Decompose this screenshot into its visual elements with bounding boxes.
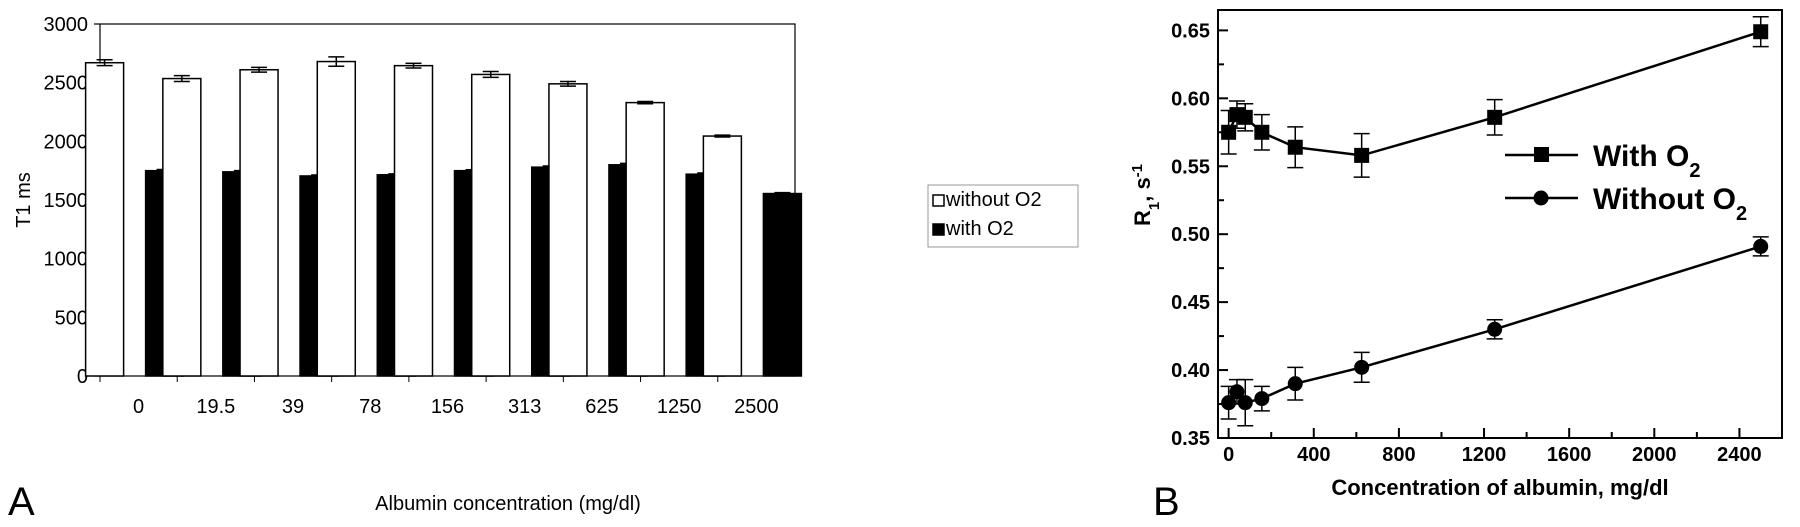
data-point-circle (1753, 238, 1769, 254)
x-tick-label: 1600 (1547, 444, 1592, 466)
panel-a-legend-box (927, 184, 1079, 248)
y-tick-label: 0.35 (1171, 428, 1210, 450)
data-point-circle (1354, 359, 1370, 375)
y-tick-label: 3000 (44, 14, 89, 36)
x-tick-label: 2500 (734, 396, 779, 418)
bar-with-o2 (762, 192, 803, 377)
legend-label-without-o2-b: Without O2 (1593, 183, 1747, 225)
bar-without-o2 (470, 73, 511, 377)
data-point-circle (1221, 395, 1237, 411)
data-point-square (1254, 124, 1270, 140)
y-tick-label: 0.45 (1171, 292, 1210, 314)
panel-b-legend: With O2 Without O2 (1505, 140, 1747, 225)
bar-without-o2 (548, 83, 588, 377)
panel-a-y-axis-label: T1 ms (13, 172, 35, 228)
y-tick-label: 500 (55, 307, 88, 329)
x-tick-label: 313 (508, 396, 541, 418)
legend-label-without-o2: without O2 (945, 189, 1042, 211)
x-tick-label: 400 (1297, 444, 1330, 466)
y-tick-label: 0.55 (1171, 156, 1210, 178)
y-tick-label: 0 (77, 366, 88, 388)
series-line-with-o2 (1227, 30, 1762, 157)
x-tick-label: 1200 (1462, 444, 1507, 466)
legend-swatch-with-o2 (932, 223, 945, 236)
bar-without-o2 (239, 69, 279, 377)
panel-a-legend: without O2 with O2 (927, 184, 1079, 248)
legend-marker-square (1534, 147, 1549, 162)
panel-b-plot-frame (1217, 9, 1783, 439)
bar-without-o2 (625, 101, 665, 377)
x-tick-label: 1250 (657, 396, 702, 418)
panel-b-x-axis-label: Concentration of albumin, mg/dl (1331, 475, 1668, 500)
y-tick-label: 0.65 (1171, 20, 1210, 42)
data-point-circle (1254, 391, 1270, 407)
x-tick-label: 156 (431, 396, 464, 418)
bar-without-o2 (393, 64, 434, 377)
bar-without-o2 (702, 135, 743, 377)
x-tick-label: 0 (133, 396, 144, 418)
legend-label-with-o2: with O2 (945, 218, 1014, 240)
legend-marker-circle (1533, 190, 1549, 206)
x-tick-label: 2000 (1632, 444, 1677, 466)
data-point-circle (1229, 384, 1245, 400)
data-point-square (1354, 147, 1370, 163)
x-tick-label: 625 (585, 396, 618, 418)
bar-without-o2 (84, 61, 125, 377)
bar-without-o2 (316, 60, 357, 377)
y-tick-label: 2000 (44, 131, 89, 153)
data-point-circle (1487, 321, 1503, 337)
data-point-square (1221, 124, 1237, 140)
y-tick-label: 0.40 (1171, 360, 1210, 382)
x-tick-label: 78 (359, 396, 381, 418)
x-tick-label: 2400 (1717, 444, 1762, 466)
data-point-square (1487, 109, 1503, 125)
x-tick-label: 39 (282, 396, 304, 418)
y-tick-label: 1000 (44, 249, 89, 271)
panel-b-label: B (1153, 480, 1180, 524)
data-point-square (1287, 139, 1303, 155)
panel-b-y-axis-label: R1, s-1 (1129, 164, 1163, 226)
data-point-square (1237, 109, 1253, 125)
data-point-square (1753, 24, 1769, 40)
data-point-circle (1287, 376, 1303, 392)
panel-b-chart: 0.35 0.40 0.45 0.50 0.55 0.60 0.65 0 400 800 1200 1… (1171, 9, 1783, 466)
x-tick-label: 0 (1223, 444, 1234, 466)
y-tick-label: 0.60 (1171, 88, 1210, 110)
panel-a-chart: 0 500 1000 1500 2000 2500 3000 0 19.5 39 78 156 313 6… (44, 14, 803, 418)
panel-a-x-axis-label: Albumin concentration (mg/dl) (375, 493, 641, 515)
bar-without-o2 (162, 77, 202, 377)
legend-label-with-o2-b: With O2 (1593, 140, 1701, 182)
y-tick-label: 1500 (44, 190, 89, 212)
panel-a-label: A (8, 480, 35, 524)
y-tick-label: 0.50 (1171, 224, 1210, 246)
x-tick-label: 800 (1382, 444, 1415, 466)
data-point-circle (1237, 395, 1253, 411)
x-tick-label: 19.5 (196, 396, 235, 418)
legend-swatch-without-o2 (932, 194, 945, 207)
y-tick-label: 2500 (44, 73, 89, 95)
